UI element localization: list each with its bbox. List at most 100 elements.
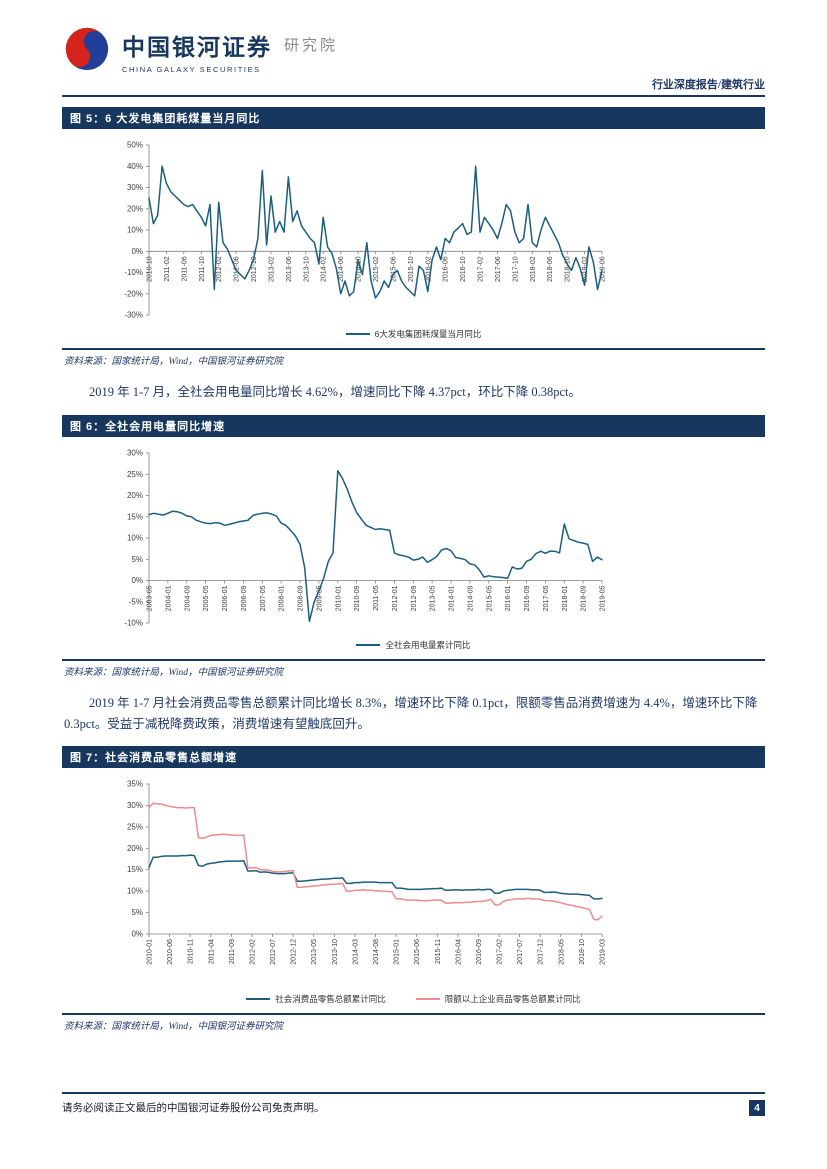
x-axis-tick-label: 2017-02 (478, 256, 485, 282)
chart-legend: 6大发电集团耗煤量当月同比 (62, 328, 765, 340)
x-axis-tick-label: 2016-06 (443, 256, 450, 282)
x-axis-tick-label: 2011-04 (208, 939, 215, 964)
paragraph-electricity: 2019 年 1-7 月，全社会用电量同比增长 4.62%，增速同比下降 4.3… (89, 385, 581, 399)
y-axis-tick-label: 25% (127, 823, 143, 832)
x-axis-tick-label: 2012-02 (216, 256, 223, 282)
logo-en-name: CHINA GALAXY SECURITIES (122, 65, 261, 74)
series-line (148, 854, 603, 901)
x-axis-tick-label: 2018-10 (579, 939, 586, 965)
x-axis-tick-label: 2011-06 (181, 256, 188, 281)
y-axis-tick-label: 30% (127, 448, 143, 457)
x-axis-tick-label: 2015-11 (435, 939, 442, 964)
x-axis-tick-label: 2010-01 (147, 939, 154, 965)
x-axis-tick-label: 2018-05 (558, 939, 565, 965)
y-axis-tick-label: 0% (131, 930, 143, 939)
y-axis-tick-label: 25% (127, 469, 143, 478)
y-axis-tick-label: 15% (127, 512, 143, 521)
x-axis-tick-label: 2017-05 (543, 585, 550, 611)
research-institute-label: 研究院 (284, 37, 339, 54)
x-axis-tick-label: 2012-01 (392, 585, 399, 611)
y-axis-tick-label: 5% (131, 908, 143, 917)
x-axis-tick-label: 2017-12 (538, 939, 545, 965)
x-axis-tick-label: 2012-09 (411, 585, 418, 611)
x-axis-tick-label: 2014-08 (373, 939, 380, 965)
figure-7: 图 7：社会消费品零售总额增速 35% 30% 25% 20% 15% 10% 5% 0% 20… (62, 746, 765, 1032)
header-rule (62, 95, 765, 97)
x-axis-tick-label: 2017-06 (495, 256, 502, 282)
y-axis-tick-label: 5% (131, 554, 143, 563)
y-axis-tick-label: 20% (127, 844, 143, 853)
legend-item: 6大发电集团耗煤量当月同比 (345, 328, 481, 340)
y-axis-tick-label: 20% (127, 204, 143, 213)
chart-canvas: 35% 30% 25% 20% 15% 10% 5% 0% 2010-01 2010-06 2010… (127, 780, 607, 965)
x-axis-tick-label: 2005-05 (203, 585, 210, 611)
x-axis-tick-label: 2016-09 (476, 939, 483, 965)
x-axis-tick-label: 2010-09 (354, 585, 361, 611)
y-axis-tick-label: 50% (127, 141, 143, 150)
y-axis-tick-label: 15% (127, 866, 143, 875)
figure-6: 图 6：全社会用电量同比增速 30% 25% 20% 15% 10% 5% 0% -5% -10… (62, 414, 765, 678)
legend-line-swatch (356, 644, 381, 647)
source-text: 资料来源：国家统计局，Wind，中国银河证券研究院 (64, 1022, 284, 1033)
page-footer: 请务必阅读正文最后的中国银河证券股份公司免责声明。 4 (62, 1092, 765, 1116)
x-axis-tick-label: 2016-10 (460, 256, 467, 282)
legend-label: 社会消费品零售总额累计同比 (275, 994, 386, 1005)
series-line (148, 469, 603, 622)
x-axis-tick-label: 2015-10 (408, 256, 415, 282)
y-axis-tick-label: -20% (124, 289, 143, 298)
x-axis-tick-label: 2016-09 (524, 585, 531, 611)
galaxy-securities-logo-icon (65, 27, 109, 71)
x-axis-tick-label: 2017-10 (512, 256, 519, 282)
x-axis-tick-label: 2015-06 (414, 939, 421, 965)
x-axis-tick-label: 2015-02 (373, 256, 380, 282)
x-axis-tick-label: 2012-07 (270, 939, 277, 965)
x-axis-tick-label: 2014-09 (467, 585, 474, 611)
x-axis-tick-label: 2004-09 (184, 585, 191, 611)
logo-text: 中国银河证券 CHINA GALAXY SECURITIES (122, 24, 272, 74)
x-axis-tick-label: 2011-02 (164, 256, 171, 281)
figure7-title-bar: 图 7：社会消费品零售总额增速 (62, 746, 765, 769)
x-axis-tick-label: 2019-02 (582, 256, 589, 282)
x-axis-tick-label: 2019-03 (600, 939, 607, 965)
x-axis-tick-label: 2018-10 (565, 256, 572, 282)
chart-canvas: 50% 40% 30% 20% 10% 0% -10% -20% -30% 2010-10 2011… (124, 141, 606, 320)
x-axis-tick-label: 2011-05 (373, 585, 380, 610)
x-axis-tick-label: 2013-10 (332, 939, 339, 965)
y-axis-tick-label: 40% (127, 162, 143, 171)
y-axis-tick-label: -30% (124, 311, 143, 320)
x-axis-tick-label: 2013-05 (311, 939, 318, 965)
x-axis-tick-label: 2012-12 (291, 939, 298, 965)
x-axis-tick-label: 2013-10 (303, 256, 310, 282)
x-axis-tick-label: 2018-09 (581, 585, 588, 611)
legend-item: 全社会用电量累计同比 (356, 639, 471, 651)
x-axis-tick-label: 2004-01 (165, 585, 172, 611)
x-axis-tick-label: 2010-11 (188, 939, 195, 964)
x-axis-tick-label: 2008-09 (298, 585, 305, 611)
legend-item: 社会消费品零售总额累计同比 (246, 993, 386, 1005)
y-axis-tick-label: 10% (127, 533, 143, 542)
legend-label: 限额以上企业商品零售总额累计同比 (444, 994, 581, 1005)
x-axis-tick-label: 2014-01 (449, 585, 456, 611)
x-axis-tick-label: 2015-01 (394, 939, 401, 965)
x-axis-tick-label: 2018-02 (530, 256, 537, 282)
x-axis-tick-label: 2010-10 (147, 256, 154, 282)
disclaimer-text: 请务必阅读正文最后的中国银河证券股份公司免责声明。 (62, 1103, 325, 1114)
series-line (148, 802, 603, 922)
x-axis-tick-label: 2017-02 (497, 939, 504, 965)
x-axis-tick-label: 2007-05 (260, 585, 267, 611)
figure5-title-bar: 图 5：6 大发电集团耗煤量当月同比 (62, 107, 765, 129)
x-axis-tick-label: 2012-02 (250, 939, 257, 965)
figure7-source: 资料来源：国家统计局，Wind，中国银河证券研究院 (62, 1013, 765, 1032)
x-axis-tick-label: 2012-10 (251, 256, 258, 282)
source-text: 资料来源：国家统计局，Wind，中国银河证券研究院 (64, 357, 284, 367)
legend-line-swatch (246, 998, 271, 1001)
y-axis-tick-label: -5% (129, 597, 143, 606)
x-axis-tick-label: 2011-10 (199, 256, 206, 281)
chart-canvas: 30% 25% 20% 15% 10% 5% 0% -5% -10% 2003-05 2004-01… (124, 448, 606, 627)
x-axis-tick-label: 2006-01 (222, 585, 229, 611)
x-axis-tick-label: 2014-03 (352, 939, 359, 965)
y-axis-tick-label: 30% (127, 183, 143, 192)
report-type-label: 行业深度报告/建筑行业 (651, 79, 765, 91)
x-axis-tick-label: 2010-06 (167, 939, 174, 965)
x-axis-tick-label: 2013-02 (269, 256, 276, 282)
